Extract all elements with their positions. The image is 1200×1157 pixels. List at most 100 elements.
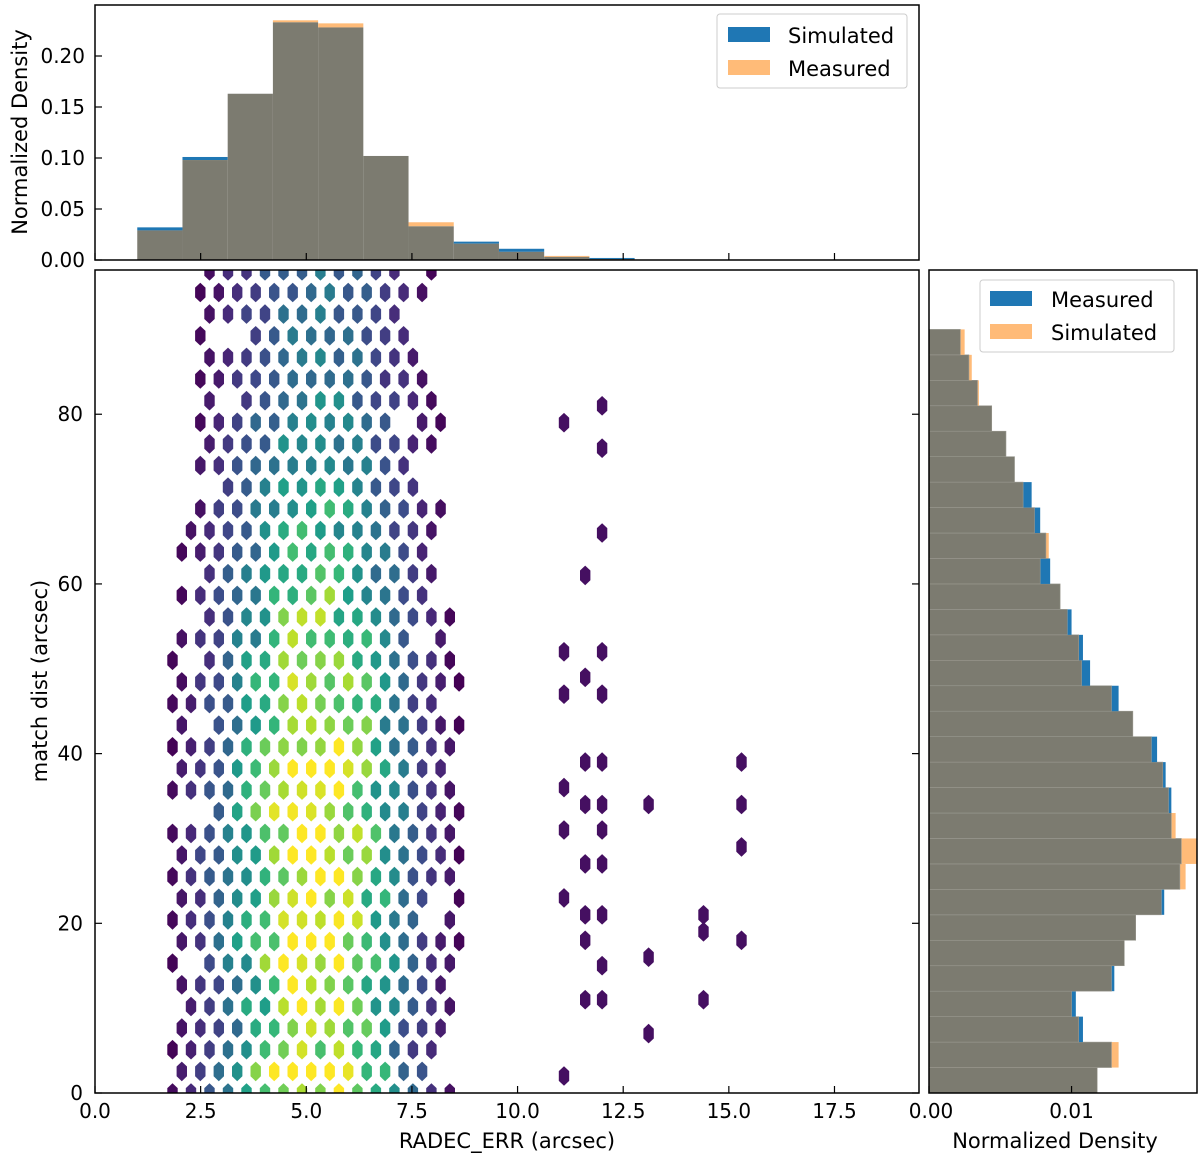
hexbin-cell <box>278 693 289 714</box>
hexbin-cell <box>296 270 308 281</box>
hexbin-cell <box>241 953 252 973</box>
hexbin-cell <box>269 326 280 346</box>
hexbin-cell <box>398 369 409 389</box>
right-bar-excess <box>1168 787 1172 814</box>
hexbin-cell <box>343 1018 354 1038</box>
hexbin-cell <box>278 866 289 887</box>
hexbin-cell <box>195 931 206 952</box>
hexbin-cell <box>352 270 363 281</box>
hexbin-cell <box>259 910 271 930</box>
hexbin-cell <box>259 520 271 541</box>
hexbin-cell <box>306 1061 317 1082</box>
hexbin-cell <box>370 737 382 757</box>
hexbin-cell <box>370 477 382 497</box>
hexbin-cell <box>232 412 243 433</box>
hexbin-cell <box>269 585 280 606</box>
hexbin-cell <box>278 347 289 368</box>
top-legend-swatch-simulated <box>728 27 770 42</box>
main-x-tick-label: 10.0 <box>495 1099 540 1123</box>
hexbin-cell <box>306 888 317 909</box>
hexbin-cell <box>315 910 326 930</box>
hexbin-cell <box>352 996 363 1017</box>
hexbin-cell <box>370 563 382 584</box>
hexbin-cell <box>287 455 298 476</box>
hexbin-cell <box>232 542 243 562</box>
hexbin-cell <box>315 520 326 541</box>
hexbin-cell <box>379 412 391 433</box>
hexbin-cell <box>232 282 243 303</box>
hexbin-cell <box>444 996 455 1017</box>
hexbin-cell <box>232 585 243 606</box>
hexbin-outlier-cell <box>558 888 570 908</box>
hexbin-outlier-cell <box>596 989 608 1010</box>
hexbin-cell <box>250 672 261 692</box>
hexbin-cell <box>389 780 400 800</box>
hexbin-cell <box>389 823 400 844</box>
hexbin-cell <box>389 693 400 714</box>
hexbin-outlier-cell <box>596 396 608 416</box>
hexbin-cell <box>287 585 298 606</box>
hexbin-cell <box>398 758 409 779</box>
hexbin-cell <box>204 563 215 584</box>
hexbin-cell <box>296 520 308 541</box>
hexbin-cell <box>324 715 335 735</box>
hexbin-outlier-cell <box>698 905 709 925</box>
hexbin-cell <box>278 780 289 800</box>
hexbin-cell <box>296 563 308 584</box>
hexbin-cell <box>287 542 298 562</box>
hexbin-cell <box>259 1039 271 1060</box>
hexbin-cell <box>352 737 363 757</box>
right-bar-overlap <box>928 583 1061 610</box>
top-histogram-bars <box>137 20 635 261</box>
hexbin-cell <box>389 910 400 930</box>
hexbin-cell <box>250 758 261 779</box>
hexbin-cell <box>352 866 363 887</box>
right-histogram-frame <box>928 269 1198 1094</box>
hexbin-cell <box>389 866 400 887</box>
hexbin-cells <box>167 270 747 1093</box>
right-histogram-legend: Measured Simulated <box>979 279 1175 353</box>
hexbin-cell <box>250 715 261 735</box>
hexbin-cell <box>389 347 400 368</box>
top-histogram-legend: Simulated Measured <box>716 13 908 89</box>
hexbin-cell <box>370 607 382 627</box>
hexbin-cell <box>416 282 428 303</box>
hexbin-cell <box>333 607 345 627</box>
hexbin-outlier-cell <box>643 794 654 815</box>
main-y-tick-label: 60 <box>58 572 83 596</box>
hexbin-cell <box>222 910 234 930</box>
hexbin-cell <box>389 520 400 541</box>
hexbin-cell <box>287 888 298 909</box>
hexbin-cell <box>333 563 345 584</box>
hexbin-cell <box>232 758 243 779</box>
hexbin-cell <box>269 715 280 735</box>
hexbin-cell <box>389 434 400 454</box>
hexbin-cell <box>343 975 354 995</box>
hexbin-cell <box>361 758 372 779</box>
right-bar-excess <box>1045 533 1049 559</box>
hexbin-cell <box>324 412 335 433</box>
right-bar-overlap <box>928 659 1082 687</box>
hexbin-cell <box>343 455 354 476</box>
top-bar-overlap <box>182 160 228 260</box>
right-bar-overlap <box>928 507 1035 534</box>
hexbin-cell <box>361 628 372 649</box>
hexbin-cell <box>176 1061 187 1082</box>
hexbin-cell <box>343 758 354 779</box>
hexbin-cell <box>222 520 234 541</box>
hexbin-cell <box>241 304 252 324</box>
hexbin-cell <box>167 866 178 887</box>
main-y-tick-label: 80 <box>58 402 83 426</box>
hexbin-cell <box>167 1039 178 1060</box>
right-bar-overlap <box>928 1041 1112 1068</box>
hexbin-cell <box>232 975 243 995</box>
hexbin-cell <box>278 607 289 627</box>
hexbin-outlier-cell <box>596 642 608 662</box>
hexbin-cell <box>259 607 271 627</box>
hexbin-cell <box>250 412 261 433</box>
hexbin-cell <box>324 455 335 476</box>
hexbin-cell <box>241 520 252 541</box>
top-bar-excess <box>453 241 499 244</box>
right-bar-overlap <box>928 889 1162 916</box>
